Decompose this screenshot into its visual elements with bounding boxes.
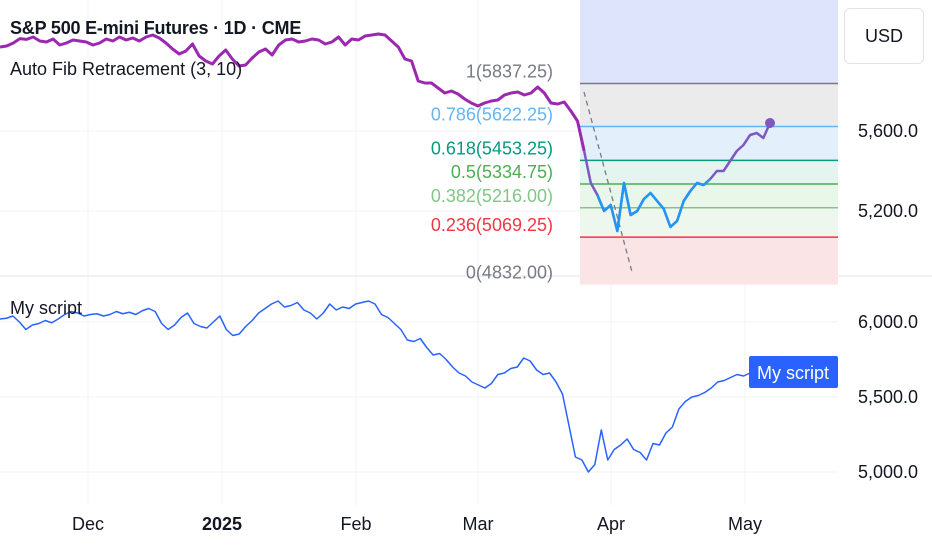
fib-band-top: [580, 0, 838, 84]
fib-level-label: 0(4832.00): [466, 263, 553, 283]
fib-level-label: 0.618(5453.25): [431, 138, 553, 158]
y-tick-label: 6,000.0: [858, 312, 918, 332]
script-pane-title[interactable]: My script: [10, 298, 82, 318]
indicator-label[interactable]: Auto Fib Retracement (3, 10): [10, 59, 243, 79]
currency-button[interactable]: USD: [844, 8, 924, 64]
price-last-point: [765, 118, 775, 128]
y-tick-label: 5,000.0: [858, 462, 918, 482]
script-value-tag[interactable]: My script: [749, 356, 838, 388]
script-value-tag-label: My script: [757, 363, 829, 383]
fib-band: [580, 184, 838, 208]
y-tick-label: 5,200.0: [858, 201, 918, 221]
fib-trend-line: [583, 91, 633, 273]
fib-band: [580, 126, 838, 161]
fib-level-label: 1(5837.25): [466, 62, 553, 82]
script-line: [0, 300, 751, 473]
fib-level-label: 0.786(5622.25): [431, 105, 553, 125]
fib-level-label: 0.5(5334.75): [451, 162, 553, 182]
y-tick-label: 5,500.0: [858, 387, 918, 407]
fib-level-label: 0.236(5069.25): [431, 215, 553, 235]
x-tick-label: Apr: [597, 514, 625, 534]
x-tick-label: Feb: [340, 514, 371, 534]
x-tick-label: 2025: [202, 514, 242, 534]
x-tick-label: Dec: [72, 514, 104, 534]
y-tick-label: 5,600.0: [858, 121, 918, 141]
fib-band: [580, 207, 838, 238]
fib-band: [580, 83, 838, 127]
fib-band: [580, 237, 838, 285]
x-tick-label: May: [728, 514, 762, 534]
price-line-retracement: [596, 178, 712, 233]
fib-level-label: 0.382(5216.00): [431, 186, 553, 206]
chart-title: S&P 500 E-mini Futures · 1D · CME: [10, 18, 302, 38]
price-line: [0, 32, 586, 152]
x-tick-label: Mar: [463, 514, 494, 534]
fib-band: [580, 160, 838, 185]
script-value-tag-bg: [749, 356, 838, 388]
